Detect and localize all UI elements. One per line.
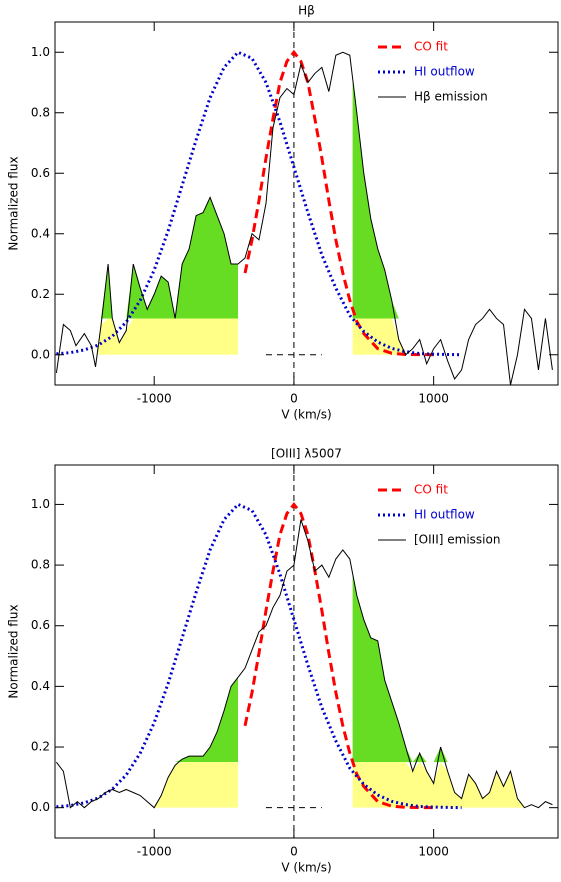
x-tick-label: 1000 — [418, 392, 449, 406]
y-tick-label: 0.2 — [31, 287, 50, 301]
axes-frame — [54, 464, 559, 839]
shade-upper — [98, 197, 239, 319]
y-tick-label: 0.8 — [31, 558, 50, 572]
legend-label: CO fit — [414, 483, 448, 497]
axes-frame — [54, 21, 559, 386]
series-line — [56, 50, 462, 357]
series-line — [243, 49, 434, 357]
legend: CO fit HI outflow Hβ emission — [378, 40, 488, 104]
y-tick-label: 0.4 — [31, 679, 50, 693]
legend: CO fit HI outflow [OIII] emission — [378, 483, 500, 547]
plot-area — [56, 465, 553, 838]
x-tick-label: 0 — [290, 392, 298, 406]
shade-lower — [98, 318, 239, 355]
series-line — [56, 502, 462, 810]
y-tick-label: 1.0 — [31, 497, 50, 511]
chart-title: Hβ — [298, 4, 315, 18]
shade-lower — [154, 762, 239, 808]
y-axis-label: Normalized flux — [7, 156, 21, 250]
legend-label: CO fit — [414, 40, 448, 54]
x-tick-label: -1000 — [137, 845, 172, 859]
series-line — [55, 51, 553, 385]
legend-label: Hβ emission — [414, 90, 488, 104]
y-tick-label: 0.0 — [31, 800, 50, 814]
y-axis-label: Normalized flux — [7, 604, 21, 698]
x-tick-label: 1000 — [418, 845, 449, 859]
shade-upper — [352, 573, 525, 763]
x-tick-label: -1000 — [137, 392, 172, 406]
legend-label: [OIII] emission — [414, 533, 500, 547]
x-axis-label: V (km/s) — [281, 861, 331, 875]
x-axis-label: V (km/s) — [281, 408, 331, 422]
shade-lower — [352, 762, 525, 808]
y-tick-label: 1.0 — [31, 45, 50, 59]
shade-upper — [154, 677, 239, 763]
y-tick-label: 0.2 — [31, 740, 50, 754]
y-tick-label: 0.0 — [31, 347, 50, 361]
x-tick-label: 0 — [290, 845, 298, 859]
shade-upper — [352, 78, 403, 319]
shade-lower — [352, 318, 403, 355]
legend-label: HI outflow — [414, 65, 475, 79]
legend-label: HI outflow — [414, 508, 475, 522]
y-tick-label: 0.4 — [31, 226, 50, 240]
chart-title: [OIII] λ5007 — [271, 447, 342, 461]
y-tick-label: 0.6 — [31, 166, 50, 180]
plot-area — [55, 22, 553, 385]
y-tick-label: 0.6 — [31, 618, 50, 632]
y-tick-label: 0.8 — [31, 105, 50, 119]
series-line — [56, 519, 553, 809]
